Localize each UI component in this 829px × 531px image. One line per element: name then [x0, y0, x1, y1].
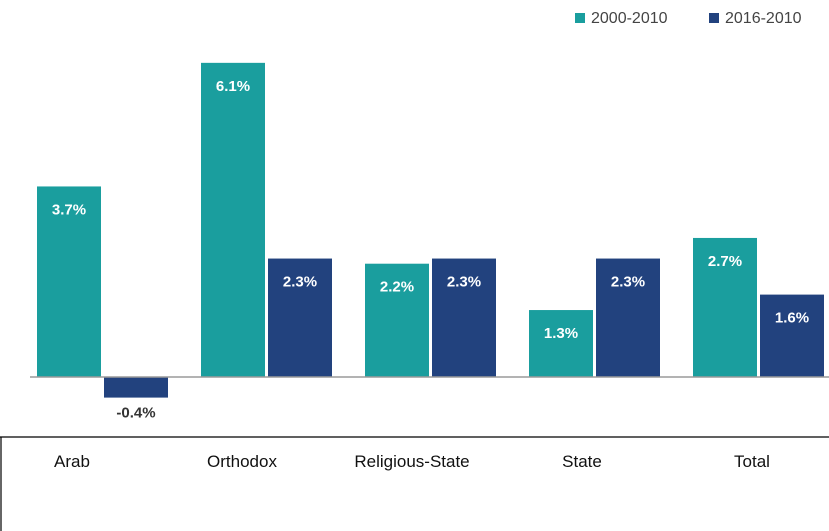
bar-religious-state-2016-2010: [432, 258, 496, 377]
category-label: Arab: [54, 452, 90, 471]
value-label: 2.7%: [708, 253, 742, 270]
value-label: 3.7%: [52, 201, 86, 218]
value-label: 2.2%: [380, 279, 414, 296]
bar-arab-2000-2010: [37, 186, 101, 377]
category-label: Total: [734, 452, 770, 471]
value-label: -0.4%: [116, 405, 155, 422]
value-label: 2.3%: [611, 274, 645, 291]
category-label: Orthodox: [207, 452, 277, 471]
category-label: State: [562, 452, 602, 471]
bars-group: [37, 62, 824, 398]
legend-label: 2000-2010: [591, 10, 668, 27]
legend-swatch: [709, 13, 719, 23]
value-label: 2.3%: [447, 274, 481, 291]
value-label: 6.1%: [216, 78, 250, 95]
bar-total-2000-2010: [693, 237, 757, 377]
category-label: Religious-State: [354, 452, 469, 471]
value-label: 1.3%: [544, 325, 578, 342]
bar-orthodox-2000-2010: [201, 62, 265, 377]
bar-religious-state-2000-2010: [365, 263, 429, 377]
value-label: 2.3%: [283, 274, 317, 291]
bar-total-2016-2010: [760, 294, 824, 377]
category-table: Arab Orthodox Religious-State State Total: [0, 436, 829, 531]
bar-arab-2016-2010: [104, 377, 168, 398]
legend: 2000-2010 2016-2010: [575, 10, 802, 27]
bar-state-2016-2010: [596, 258, 660, 377]
legend-swatch: [575, 13, 585, 23]
value-label: 1.6%: [775, 310, 809, 327]
bar-orthodox-2016-2010: [268, 258, 332, 377]
bar-state-2000-2010: [529, 310, 593, 377]
value-labels-group: 3.7% -0.4% 6.1% 2.3% 2.2% 2.3% 1.3% 2.3% 2.7% 1.6…: [52, 78, 809, 422]
legend-label: 2016-2010: [725, 10, 802, 27]
